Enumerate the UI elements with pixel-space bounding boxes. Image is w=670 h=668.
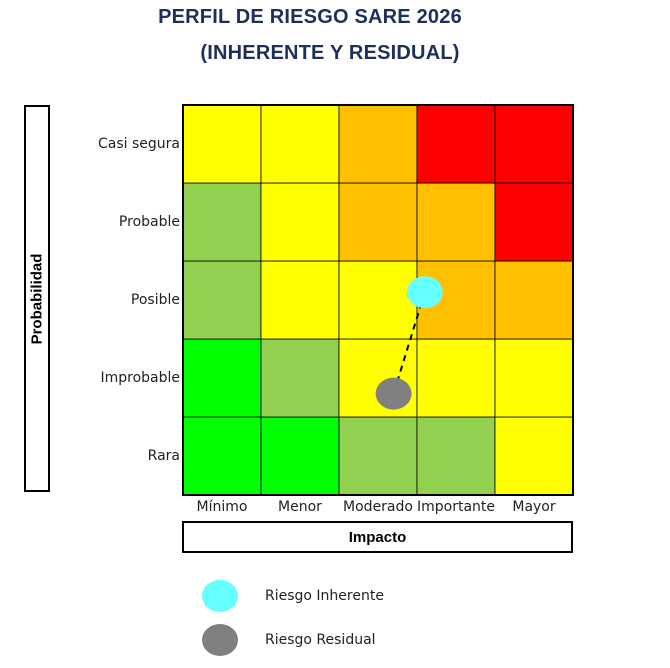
- y-tick-label: Rara: [147, 448, 180, 464]
- y-tick-label: Improbable: [100, 370, 180, 386]
- chart-subtitle: (INHERENTE Y RESIDUAL): [200, 42, 460, 64]
- connector-line: [392, 291, 426, 394]
- x-axis-label: Impacto: [348, 528, 407, 546]
- matrix-cell: [338, 182, 418, 262]
- x-axis-label-box: Impacto: [182, 521, 573, 553]
- legend-label: Riesgo Residual: [265, 632, 376, 648]
- matrix-cell: [494, 104, 574, 184]
- matrix-cell: [182, 260, 262, 340]
- matrix-cell: [494, 338, 574, 418]
- point-riesgo-inherente: [406, 276, 443, 309]
- matrix-cell: [494, 182, 574, 262]
- y-tick-label: Posible: [130, 292, 180, 308]
- matrix-cell: [416, 338, 496, 418]
- x-tick-label: Menor: [278, 499, 322, 515]
- y-tick-label: Probable: [118, 214, 180, 230]
- matrix-cell: [494, 260, 574, 340]
- matrix-cell: [182, 104, 262, 184]
- matrix-cell: [260, 416, 340, 496]
- x-tick-label: Mayor: [512, 499, 556, 515]
- matrix-cell: [260, 182, 340, 262]
- legend-marker: [202, 624, 238, 656]
- matrix-cell: [260, 338, 340, 418]
- matrix-cell: [260, 104, 340, 184]
- legend-marker: [202, 580, 238, 612]
- matrix-cell: [182, 338, 262, 418]
- matrix-cell: [338, 260, 418, 340]
- matrix-cell: [494, 416, 574, 496]
- chart-title: PERFIL DE RIESGO SARE 2026: [158, 6, 462, 28]
- matrix-cell: [182, 182, 262, 262]
- matrix-cell: [260, 260, 340, 340]
- matrix-cell: [416, 416, 496, 496]
- y-axis-label-box: Probabilidad: [24, 105, 50, 492]
- point-riesgo-residual: [375, 377, 412, 410]
- matrix-cell: [416, 104, 496, 184]
- matrix-border: [182, 104, 574, 496]
- matrix-cell: [338, 416, 418, 496]
- x-tick-label: Mínimo: [196, 499, 248, 515]
- x-tick-label: Moderado: [343, 499, 413, 515]
- matrix-cell: [182, 416, 262, 496]
- matrix-cell: [416, 182, 496, 262]
- y-tick-label: Casi segura: [98, 136, 180, 152]
- x-tick-label: Importante: [417, 499, 495, 515]
- legend-label: Riesgo Inherente: [265, 588, 384, 604]
- matrix-cell: [338, 104, 418, 184]
